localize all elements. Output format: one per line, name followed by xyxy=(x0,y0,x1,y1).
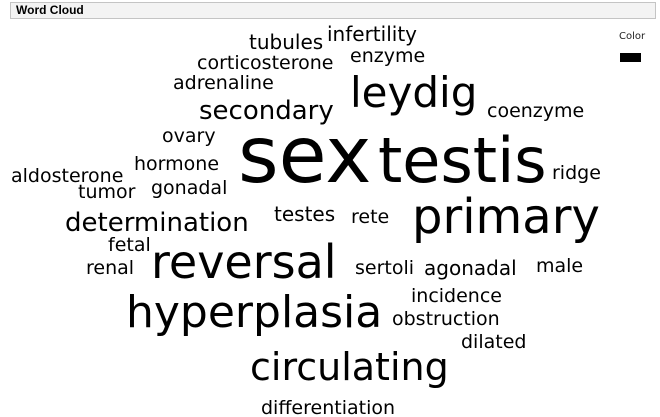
word-male: male xyxy=(536,255,583,277)
word-fetal: fetal xyxy=(108,234,151,256)
word-enzyme: enzyme xyxy=(350,45,425,67)
word-coenzyme: coenzyme xyxy=(487,100,584,122)
word-aldosterone: aldosterone xyxy=(11,165,123,187)
word-sex: sex xyxy=(238,111,371,201)
word-obstruction: obstruction xyxy=(392,308,500,330)
word-leydig: leydig xyxy=(350,68,477,117)
word-tubules: tubules xyxy=(249,30,323,54)
word-agonadal: agonadal xyxy=(424,256,517,280)
word-gonadal: gonadal xyxy=(151,177,227,199)
word-testis: testis xyxy=(378,124,547,197)
word-hormone: hormone xyxy=(134,153,219,175)
panel-title-bar: Word Cloud xyxy=(10,2,656,19)
word-ovary: ovary xyxy=(162,125,216,147)
word-primary: primary xyxy=(412,189,600,245)
word-differentiation: differentiation xyxy=(261,397,395,417)
word-rete: rete xyxy=(351,206,389,228)
word-hyperplasia: hyperplasia xyxy=(126,287,382,338)
word-reversal: reversal xyxy=(151,235,337,289)
word-tumor: tumor xyxy=(78,181,136,203)
legend-color-swatch xyxy=(620,53,641,62)
legend-label: Color xyxy=(619,31,646,42)
word-adrenaline: adrenaline xyxy=(173,72,274,94)
word-incidence: incidence xyxy=(411,285,502,307)
word-infertility: infertility xyxy=(327,22,417,46)
word-circulating: circulating xyxy=(250,345,449,389)
word-sertoli: sertoli xyxy=(355,257,414,279)
word-testes: testes xyxy=(274,202,335,226)
word-determination: determination xyxy=(65,208,249,238)
word-ridge: ridge xyxy=(552,162,601,184)
word-secondary: secondary xyxy=(199,96,334,126)
panel-title: Word Cloud xyxy=(16,3,84,17)
word-dilated: dilated xyxy=(461,331,526,353)
word-renal: renal xyxy=(86,257,134,279)
word-corticosterone: corticosterone xyxy=(197,52,333,74)
